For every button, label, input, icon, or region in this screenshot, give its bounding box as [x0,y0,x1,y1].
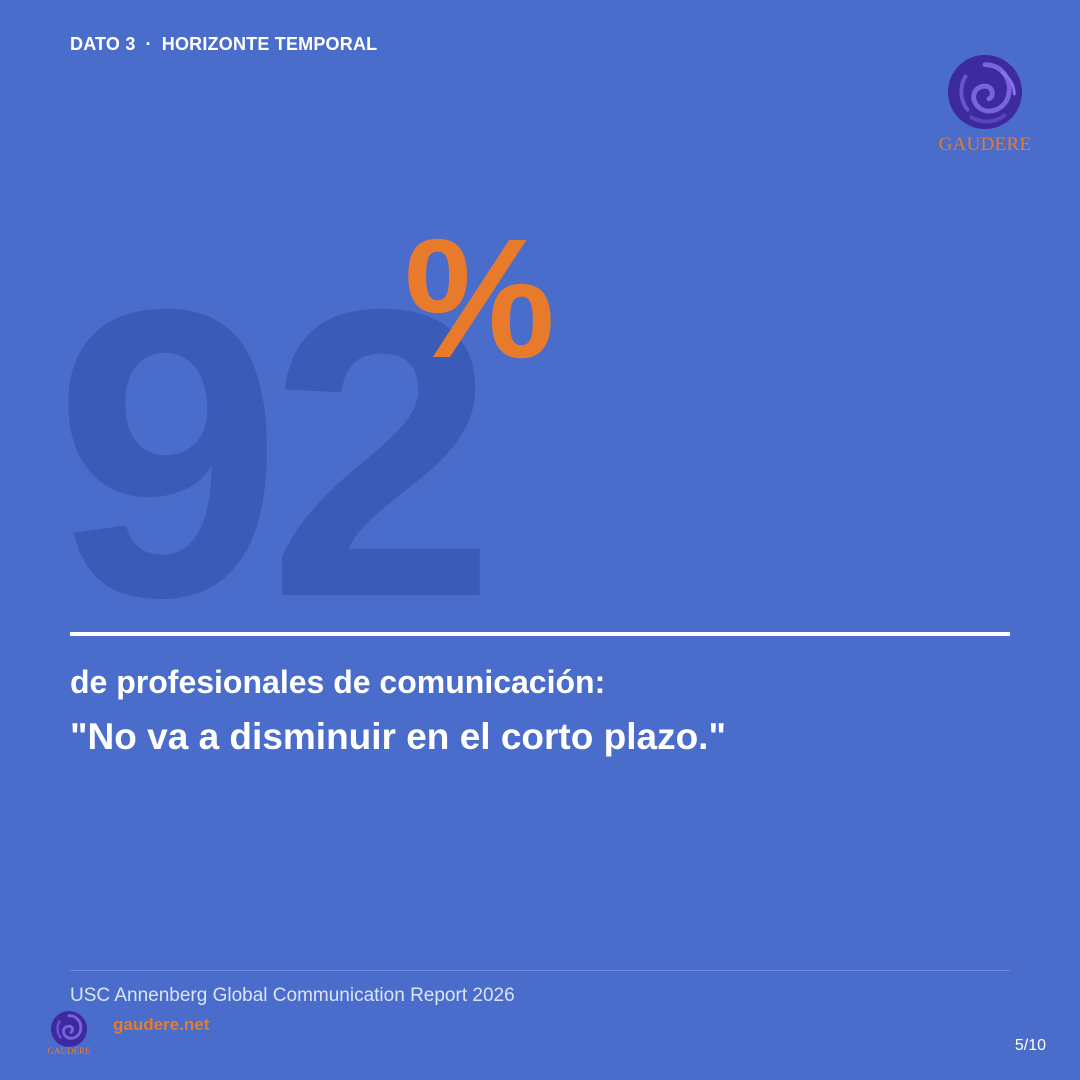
spiral-emblem-icon [947,54,1023,130]
source-citation: USC Annenberg Global Communication Repor… [70,985,515,1006]
brand-logo: GAUDERE [936,52,1034,155]
divider [70,632,1010,636]
kicker-separator: · [145,34,152,54]
footer-divider [70,970,1010,971]
page-indicator: 5/10 [1014,1037,1046,1054]
slide-kicker: DATO 3 · HORIZONTE TEMPORAL [70,34,377,55]
spiral-emblem-icon [50,1010,88,1048]
stat-caption: de profesionales de comunicación: [70,664,606,700]
footer-brand-wordmark: GAUDERE [47,1046,91,1056]
kicker-topic: HORIZONTE TEMPORAL [161,34,378,54]
footer-logo: GAUDERE [44,1008,94,1058]
kicker-label: DATO 3 [70,34,136,54]
stat-unit: % [404,204,556,394]
brand-wordmark: GAUDERE [938,134,1032,155]
website-link[interactable]: gaudere.net [113,1015,210,1034]
stat-value: 92 [54,224,496,682]
stat-quote: "No va a disminuir en el corto plazo." [70,716,726,757]
